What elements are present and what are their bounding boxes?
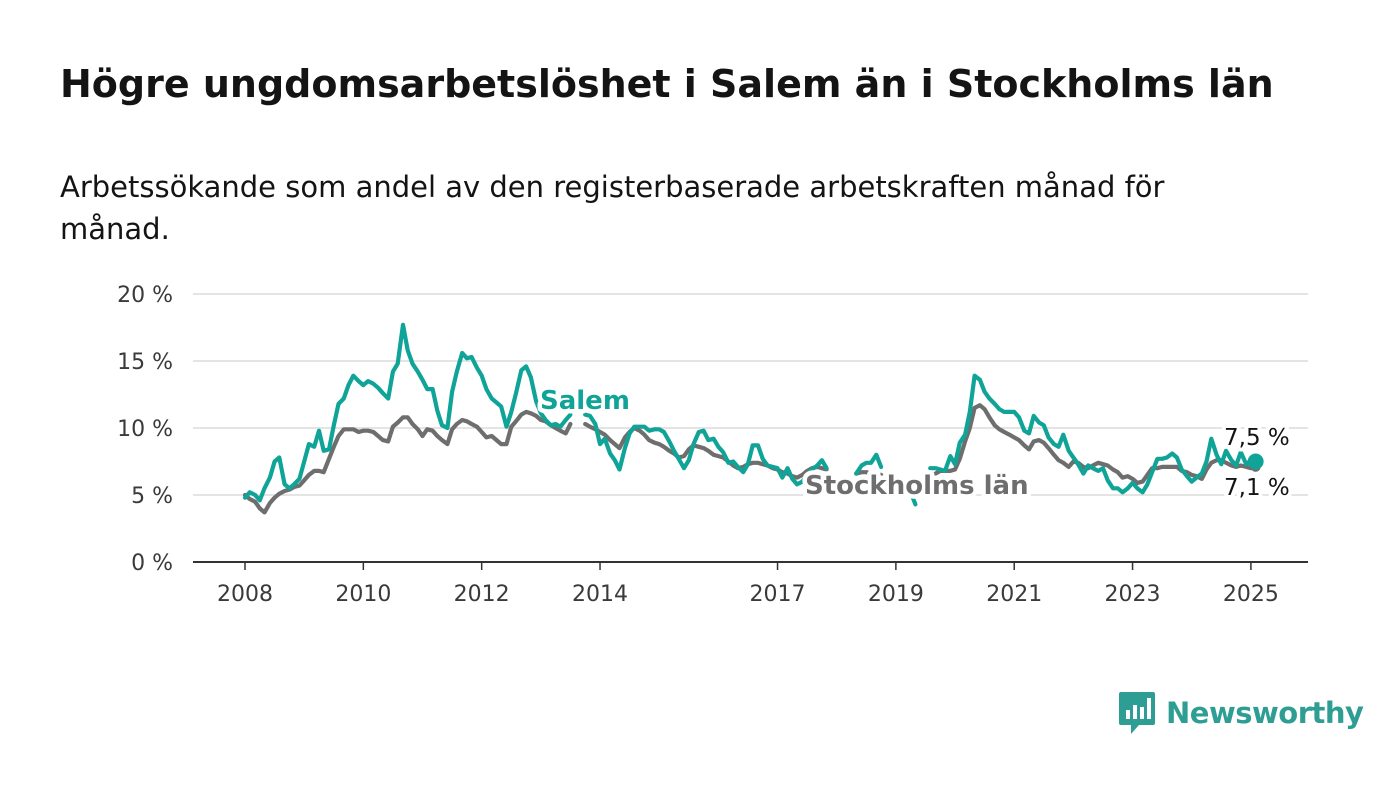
brand-name: Newsworthy [1166,696,1364,730]
series-line-stockholms-lan [242,409,573,515]
y-tick-label: 20 % [117,283,173,308]
series-line-salem [242,322,573,503]
series-label: Salem [540,386,630,416]
x-tick-label: 2023 [1105,582,1161,607]
series-line-stockholms-lan [908,478,918,484]
x-tick-label: 2019 [868,582,924,607]
x-tick-label: 2008 [217,582,273,607]
y-tick-label: 15 % [117,350,173,375]
end-value-label: 7,1 % [1224,475,1290,501]
series-label: Stockholms län [805,471,1029,501]
x-tick-label: 2021 [986,582,1042,607]
newsworthy-logo: Newsworthy [1118,690,1364,736]
series-end-marker [1247,453,1264,470]
x-tick-label: 2010 [335,582,391,607]
x-tick-label: 2014 [572,582,628,607]
y-tick-label: 10 % [117,417,173,442]
x-tick-label: 2025 [1223,582,1279,607]
series-line-salem [854,452,884,476]
x-tick-label: 2012 [454,582,510,607]
series-line-stockholms-lan [854,470,884,477]
series-line-salem [583,412,829,487]
x-axis: 2008 2010 2012 2014 2017 2019 2021 2023 2025 [217,562,1279,607]
series-label-halo: Salem [540,386,630,416]
gridlines [193,293,1308,496]
newsworthy-logo-icon [1119,692,1155,734]
series-label-halo: Stockholms län [805,471,1029,501]
y-axis-labels: 0 % 5 % 10 % 15 % 20 % [117,283,173,576]
series-line-salem [908,490,918,507]
series-line-salem [928,373,1258,495]
y-tick-label: 5 % [131,484,173,509]
y-tick-label: 0 % [131,551,173,576]
end-value-halo: 7,5 % [1224,425,1290,451]
series-lines [242,322,1264,515]
end-value-halo: 7,1 % [1224,475,1290,501]
series-line-stockholms-lan [928,403,1258,485]
chart-subtitle: Arbetssökande som andel av den registerb… [60,170,1165,246]
x-tick-label: 2017 [750,582,806,607]
chart-title: Högre ungdomsarbetslöshet i Salem än i S… [60,62,1274,106]
end-value-label: 7,5 % [1224,425,1290,451]
